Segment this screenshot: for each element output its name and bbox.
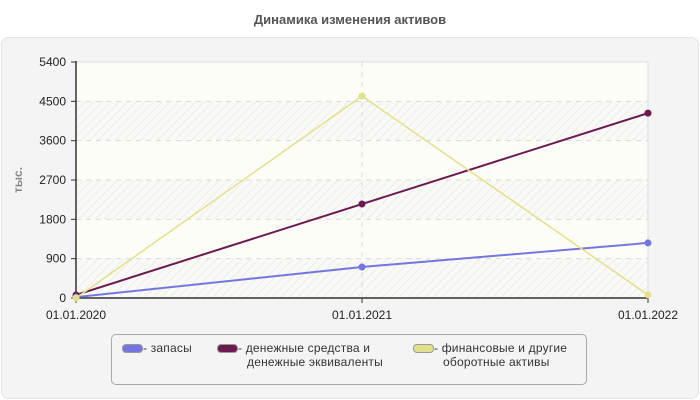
legend-swatch-financial xyxy=(413,344,434,353)
x-tick-label: 01.01.2022 xyxy=(618,308,678,322)
legend-item-cash: - денежные средства и денежные эквивален… xyxy=(217,341,383,369)
chart-title: Динамика изменения активов xyxy=(253,12,447,27)
legend-swatch-inventory xyxy=(122,344,143,353)
x-tick-label: 01.01.2021 xyxy=(332,308,392,322)
legend: - запасы - денежные средства и денежные … xyxy=(111,334,587,385)
y-tick-label: 3600 xyxy=(39,134,66,148)
data-point xyxy=(358,92,366,100)
plot-area: 0 900 1800 2700 3600 4500 5400 01.01.2020 01.01.… xyxy=(11,55,678,322)
data-point xyxy=(644,109,652,117)
data-point xyxy=(358,263,366,271)
x-tick-label: 01.01.2020 xyxy=(46,308,106,322)
legend-swatch-cash xyxy=(217,344,238,353)
data-point xyxy=(644,239,652,247)
y-tick-label: 0 xyxy=(59,291,66,305)
data-point xyxy=(358,200,366,208)
data-point xyxy=(72,294,80,302)
legend-item-financial: - финансовые и другие оборотные активы xyxy=(413,341,567,369)
y-tick-label: 2700 xyxy=(39,173,66,187)
y-tick-label: 900 xyxy=(46,252,66,266)
y-tick-label: 1800 xyxy=(39,212,66,226)
data-point xyxy=(644,291,652,299)
y-tick-label: 4500 xyxy=(39,94,66,108)
legend-item-inventory: - запасы xyxy=(122,341,192,355)
y-tick-label: 5400 xyxy=(39,55,66,69)
y-axis-label: тыс. xyxy=(11,167,25,193)
